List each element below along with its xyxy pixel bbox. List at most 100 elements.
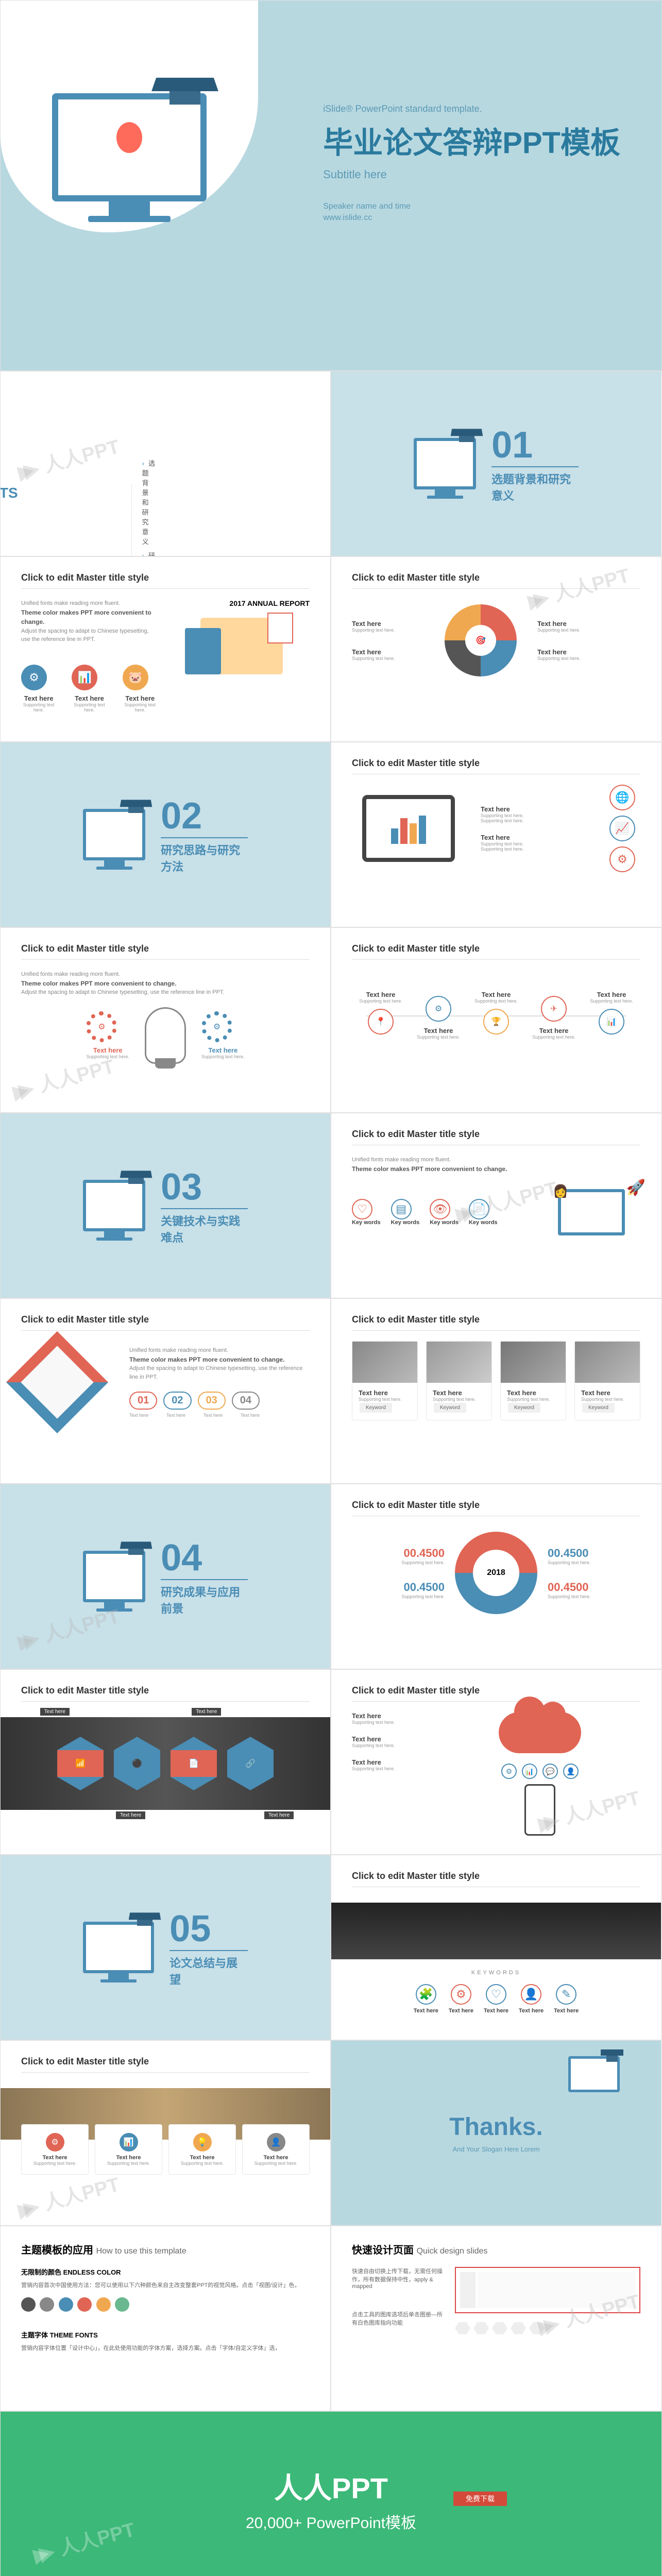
section-title: 论文总结与展望 [169,1950,248,1987]
desc-text: Unified fonts make reading more fluent. … [129,1346,310,1381]
small-text: Supporting text here. [417,1035,460,1040]
eye-icon: 👁 [430,1199,450,1219]
small-text: Supporting text here. [481,846,594,852]
content-slide-photo-cards: Click to edit Master title style Text he… [331,1298,661,1484]
title-url: www.islide.cc [323,213,620,223]
card-icon: 👤 [267,2133,285,2151]
small-text: Supporting text here. [352,1720,424,1725]
text-here-label: Text here [352,620,424,628]
small-text: Supporting text here. [72,702,107,713]
card-icon: 📊 [120,2133,138,2151]
contents-list: 选题背景和研究意义 研究思路与研究方法 关键技术与实践难点 研究成果与应用前景 … [142,454,155,556]
timeline-node: 🏆 [483,1009,509,1035]
info-para: 营销内容字体位置「设计中心」，在此处使用功能的字体方案，选择方案。点击「字体/自… [21,2344,310,2352]
keyword-tag: Keyword [582,1403,615,1413]
annual-report-label: 2017 ANNUAL REPORT [173,599,310,607]
text-here-label: Text here [532,1027,575,1035]
content-slide-lightbulb: Click to edit Master title style Unified… [0,927,331,1113]
section-monitor-icon [83,1551,145,1602]
desc-text: Unified fonts make reading more fluent. … [352,1156,640,1174]
contents-slide: CONTENTS 选题背景和研究意义 研究思路与研究方法 关键技术与实践难点 研… [0,371,331,556]
screenshot-box [455,2267,640,2313]
text-here-label: Text here [433,1389,485,1397]
keyword-tag: Keyword [508,1403,540,1413]
section-05-slide: 05 论文总结与展望 [0,1855,331,2040]
section-monitor-icon [83,809,145,860]
hex-thumb [492,2321,507,2335]
timeline-node: ⚙ [426,996,451,1022]
master-title: Click to edit Master title style [21,1314,310,1331]
section-title: 研究成果与应用前景 [161,1579,248,1616]
report-illustration [200,618,283,674]
keywords-heading: KEYWORDS [352,1970,640,1976]
section-02-slide: 02 研究思路与研究方法 [0,742,331,927]
content-slide-photo-top: Click to edit Master title style ⚙ Text … [0,2040,331,2226]
stat-value: 00.4500 [401,1547,445,1560]
thanks-subtitle: And Your Slogan Here Lorem [452,2145,539,2153]
monitor-icon [52,93,207,201]
hex-label: Text here [40,1708,70,1716]
donut-chart: 🎯 [445,604,517,676]
title-subtitle: Subtitle here [323,168,620,181]
small-text: Supporting text here. [590,998,633,1004]
desc-text: Unified fonts make reading more fluent. … [21,599,158,644]
kw-icon: ♡ [486,1984,506,2005]
master-title: Click to edit Master title style [352,1314,640,1331]
kw-icon: 👤 [521,1984,541,2005]
info-para: 营销内容首次中国使用方法：您可以使用以下六种颜色来自主改变整套PPT的视觉风格。… [21,2281,310,2289]
section-number: 04 [161,1537,248,1579]
watermark: 人人PPT [14,2168,122,2223]
content-slide-donut: Click to edit Master title style Text he… [331,556,661,742]
keywords-label: Key words [352,1219,381,1226]
cloud-sub-icon: 👤 [563,1764,579,1779]
small-text: Supporting text here. [537,656,609,661]
stat-value: 00.4500 [548,1581,591,1594]
info-card: ⚙ Text here Supporting text here. [21,2124,89,2175]
text-here-label: Text here [507,1389,559,1397]
donut-center-icon: 🎯 [465,625,496,656]
download-badge[interactable]: 免费下载 [453,2492,507,2506]
graduation-cap-icon [601,2049,623,2061]
keywords-label: Key words [430,1219,459,1226]
text-here-label: Text here [417,1027,460,1035]
graduation-cap-icon [451,428,482,444]
info-heading: 主题字体 THEME FONTS [21,2330,310,2340]
card-icon: ⚙ [46,2133,64,2151]
keyword-tag: Keyword [360,1403,392,1413]
timeline-node: ✈ [541,996,567,1022]
card-icon: 💡 [193,2133,212,2151]
diamond-shape [6,1331,108,1433]
text-here-label: Text here [537,648,609,656]
contents-label: CONTENTS [0,485,18,501]
photo-card: Text here Supporting text here. Keyword [352,1341,418,1420]
swatch [96,2297,111,2312]
title-pretext: iSlide® PowerPoint standard template. [323,104,620,114]
setting-icon: ⚙ [21,665,47,690]
small-text: Supporting text here. [201,1054,245,1059]
hex-thumb [455,2321,470,2335]
graduation-cap-icon [121,799,151,815]
photo-card: Text here Supporting text here. Keyword [426,1341,492,1420]
hex-label: Text here [192,1708,221,1716]
photo-placeholder [575,1342,640,1383]
keywords-label: Key words [391,1219,420,1226]
small-text: Supporting text here. [359,1397,411,1402]
small-text: Supporting text here. [352,628,424,633]
small-text: Supporting text here. [86,1054,129,1059]
info-slide-theme: 主题模板的应用 How to use this template 无限制的颜色 … [0,2226,331,2411]
text-here-label: Text here [359,1389,411,1397]
text-here-label: Text here [352,1735,424,1743]
section-number: 03 [161,1166,248,1208]
photo-placeholder [501,1342,566,1383]
master-title: Click to edit Master title style [352,758,640,774]
cloud-icon [499,1712,581,1753]
small-text: Supporting text here. [537,628,609,633]
kw-icon: ⚙ [451,1984,471,2005]
hex-thumb [529,2321,545,2335]
donut-chart-2018: 2018 [455,1532,537,1614]
text-here-label: Text here [352,648,424,656]
small-text: Supporting text here. [352,656,424,661]
pill-02: 02 [163,1392,191,1410]
swatch [59,2297,73,2312]
text-here-label: Text here [474,991,518,998]
